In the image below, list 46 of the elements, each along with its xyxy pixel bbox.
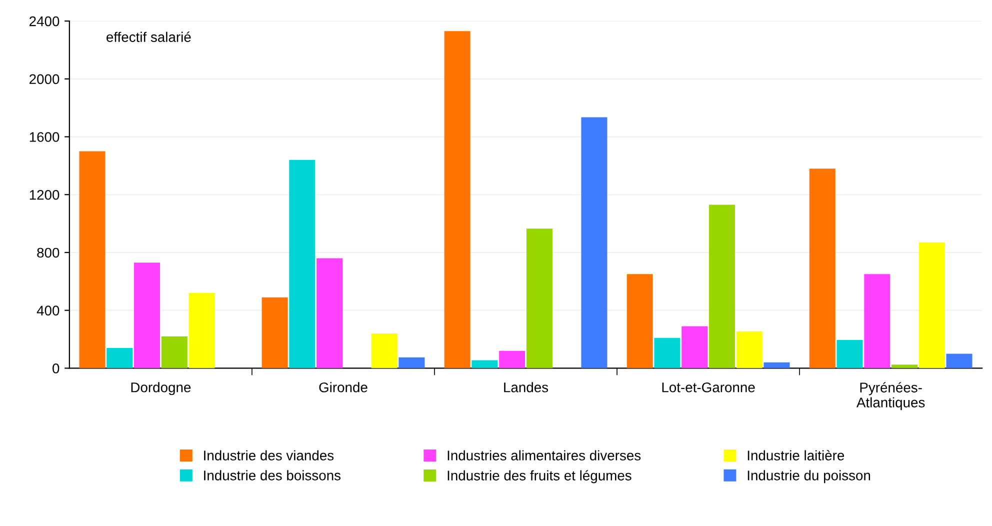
bar <box>764 362 790 368</box>
x-tick-label: Pyrénées- Atlantiques <box>856 382 925 410</box>
legend-label: Industrie laitière <box>748 450 844 460</box>
x-tick-label: Lot-et-Garonne <box>662 382 755 392</box>
y-tick-label: 2400 <box>30 16 60 26</box>
y-tick-label: 400 <box>36 306 60 316</box>
bar <box>864 274 890 368</box>
bar <box>289 160 316 368</box>
bar <box>736 331 762 368</box>
bar <box>809 168 836 368</box>
y-tick-label: 800 <box>37 248 60 258</box>
legend-label: Industrie des fruits et légumes <box>448 470 632 484</box>
bar <box>836 340 863 368</box>
x-tick-label: Landes <box>504 382 548 392</box>
bar <box>946 354 972 368</box>
bar <box>682 326 708 368</box>
legend-label: Industries alimentaires diverses <box>448 450 641 460</box>
bar <box>444 31 470 368</box>
y-tick-label: 2000 <box>30 74 60 84</box>
y-tick-label: 0 <box>52 364 60 374</box>
y-tick-label: 1600 <box>30 132 60 142</box>
bar <box>581 117 608 368</box>
bar <box>626 274 653 368</box>
bar <box>134 262 160 368</box>
bar <box>161 336 188 368</box>
bar <box>398 357 425 368</box>
bar <box>526 228 552 368</box>
bar <box>188 292 215 368</box>
legend-label: Industrie des boissons <box>204 470 341 480</box>
x-tick-label: Gironde <box>319 382 368 392</box>
y-tick-label: 1200 <box>30 190 60 200</box>
bar <box>106 348 133 368</box>
bar <box>371 333 398 368</box>
bar <box>708 204 735 368</box>
bar <box>79 151 106 368</box>
bar <box>262 297 288 368</box>
x-tick-label: Dordogne <box>131 382 191 396</box>
bar <box>472 360 498 368</box>
bar <box>654 338 680 368</box>
bar <box>918 242 945 368</box>
y-axis-title: effectif salarié <box>106 32 191 42</box>
bar <box>892 364 918 368</box>
legend-label: Industrie des viandes <box>204 450 334 460</box>
bar <box>316 258 343 368</box>
legend-label: Industrie du poisson <box>748 470 870 484</box>
bar <box>499 350 526 368</box>
